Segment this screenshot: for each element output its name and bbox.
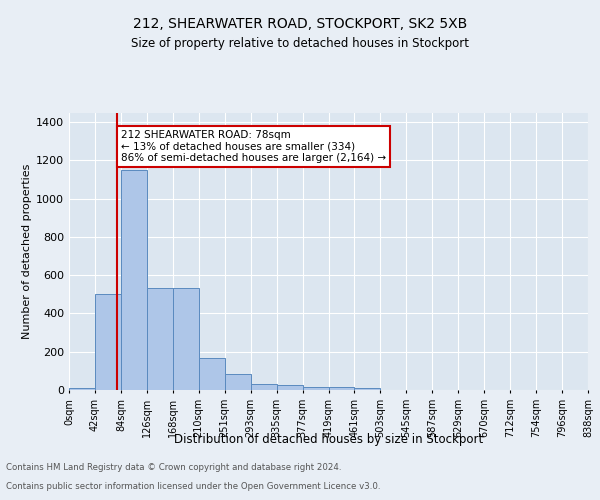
Bar <box>173 288 199 390</box>
Text: Distribution of detached houses by size in Stockport: Distribution of detached houses by size … <box>174 432 484 446</box>
Bar <box>329 387 355 390</box>
Bar <box>251 384 277 390</box>
Bar <box>302 387 329 390</box>
Bar <box>69 388 95 390</box>
Y-axis label: Number of detached properties: Number of detached properties <box>22 164 32 339</box>
Bar <box>121 170 147 390</box>
Bar <box>95 294 121 390</box>
Text: Contains public sector information licensed under the Open Government Licence v3: Contains public sector information licen… <box>6 482 380 491</box>
Bar <box>225 374 251 390</box>
Bar <box>147 288 173 390</box>
Bar <box>277 385 302 390</box>
Bar <box>355 388 380 390</box>
Bar <box>199 358 224 390</box>
Text: Contains HM Land Registry data © Crown copyright and database right 2024.: Contains HM Land Registry data © Crown c… <box>6 464 341 472</box>
Text: 212 SHEARWATER ROAD: 78sqm
← 13% of detached houses are smaller (334)
86% of sem: 212 SHEARWATER ROAD: 78sqm ← 13% of deta… <box>121 130 386 163</box>
Text: Size of property relative to detached houses in Stockport: Size of property relative to detached ho… <box>131 38 469 51</box>
Text: 212, SHEARWATER ROAD, STOCKPORT, SK2 5XB: 212, SHEARWATER ROAD, STOCKPORT, SK2 5XB <box>133 18 467 32</box>
